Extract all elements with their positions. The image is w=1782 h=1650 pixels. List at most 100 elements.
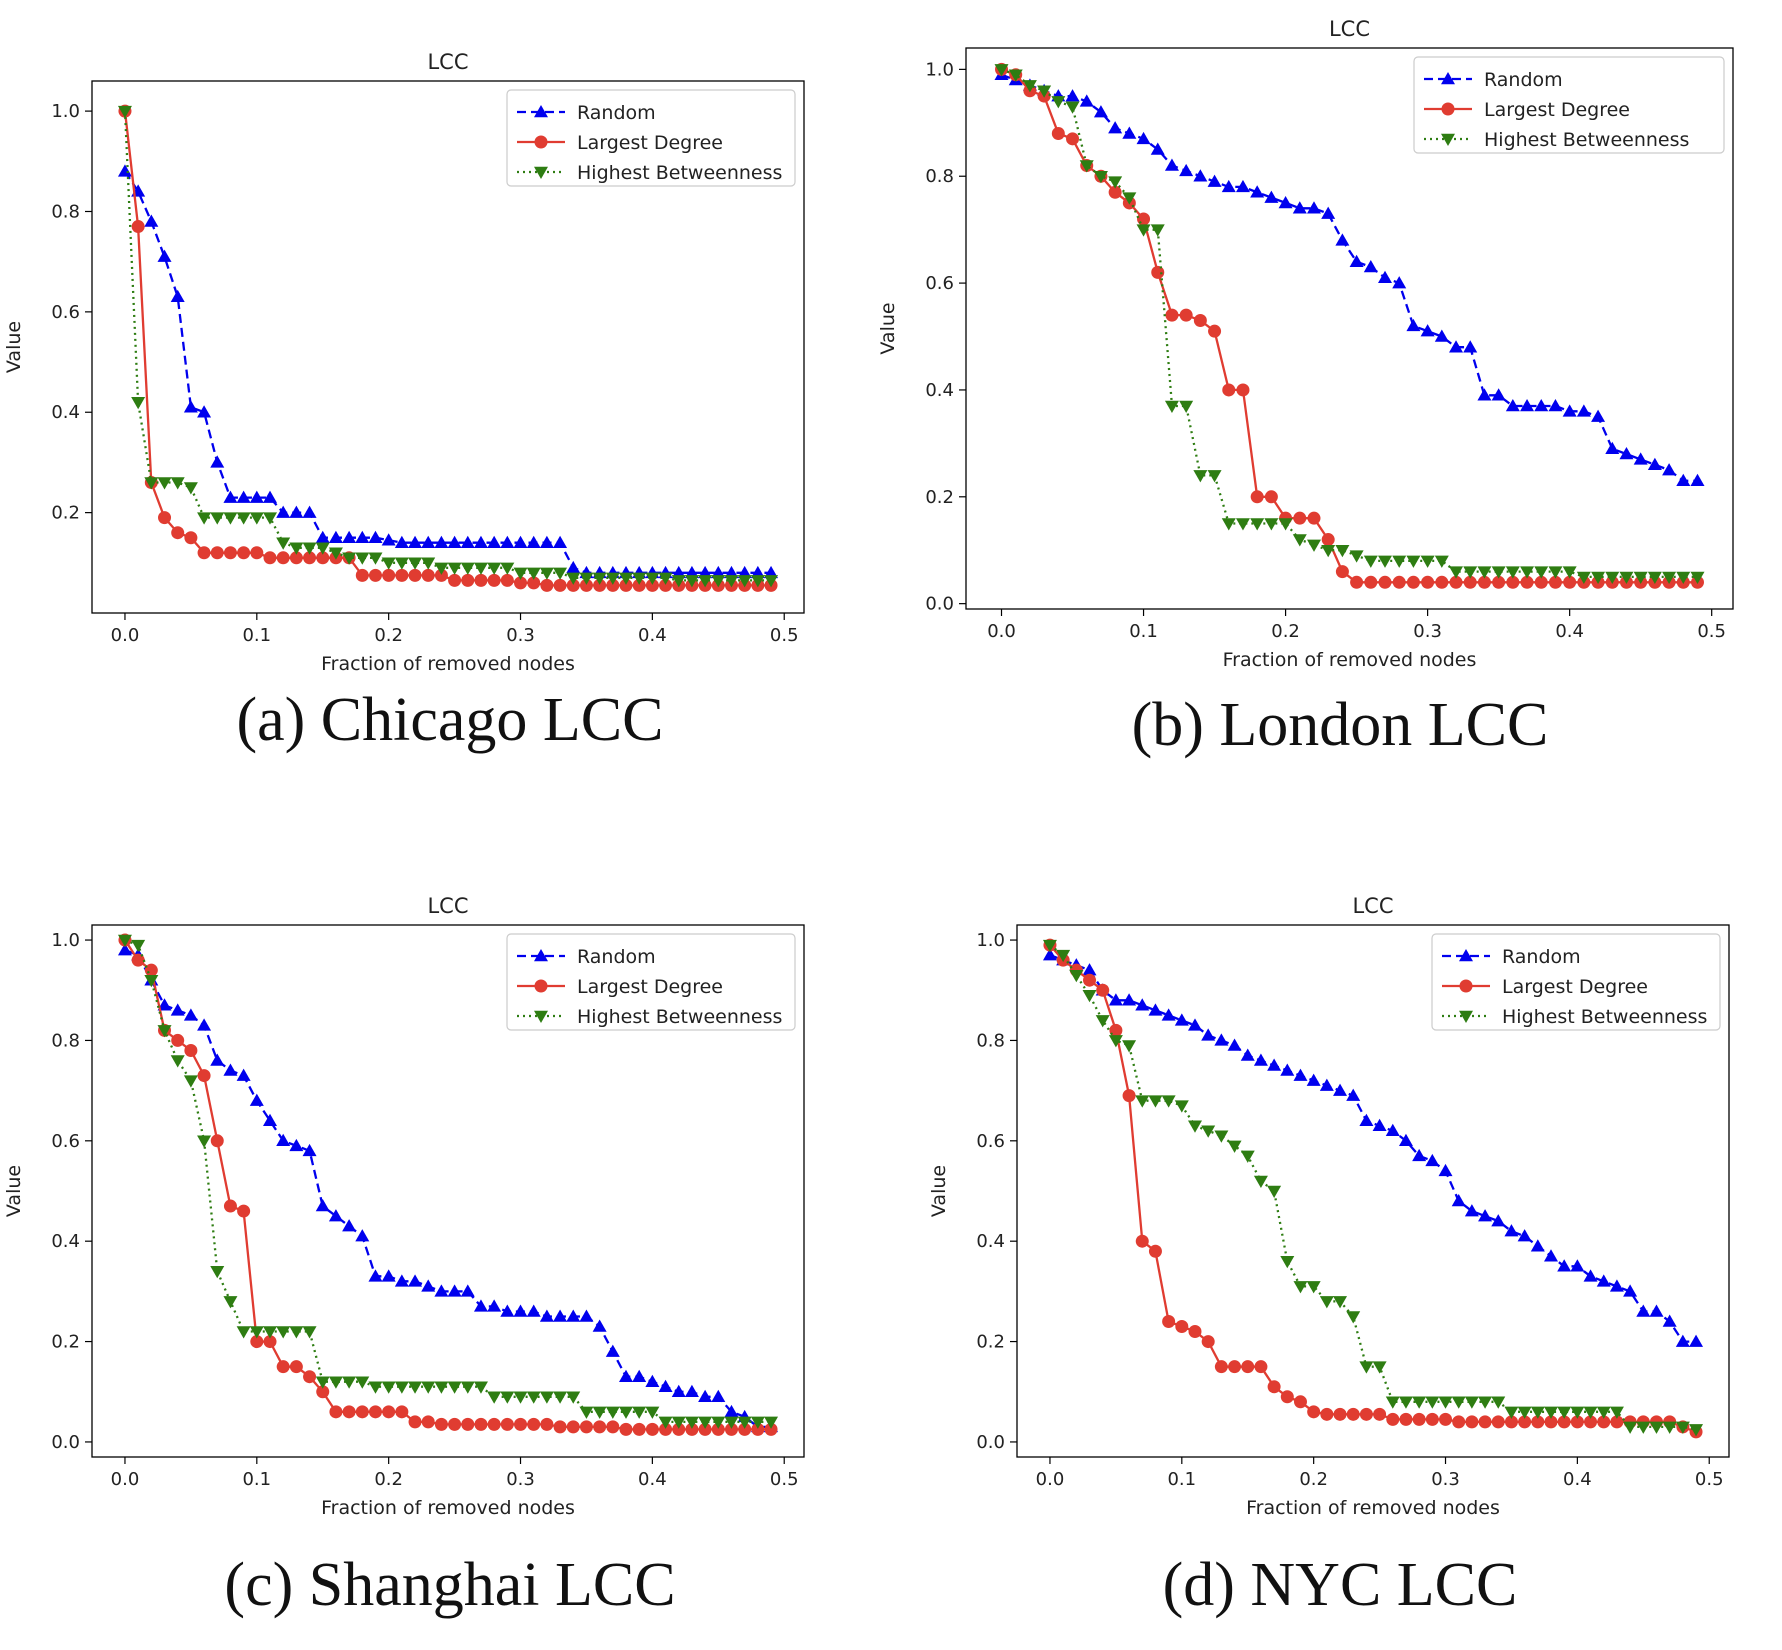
data-point	[395, 1405, 409, 1419]
data-point	[1136, 224, 1151, 237]
data-point	[513, 535, 528, 548]
data-point	[447, 1284, 462, 1297]
data-point	[1346, 1088, 1361, 1101]
data-point	[1306, 539, 1321, 552]
data-point	[1278, 518, 1293, 531]
x-tick-label: 0.2	[374, 625, 403, 646]
data-point	[1051, 126, 1065, 140]
x-tick-label: 0.0	[111, 1469, 140, 1490]
data-point	[671, 575, 686, 588]
data-point	[1434, 329, 1449, 342]
data-point	[1264, 518, 1279, 531]
data-point	[1349, 550, 1364, 563]
data-point	[1227, 1140, 1242, 1153]
data-point	[223, 1063, 238, 1076]
data-point	[1520, 575, 1534, 589]
y-tick-label: 0.4	[51, 1231, 80, 1252]
data-point	[1412, 1396, 1427, 1409]
data-point	[737, 1416, 752, 1429]
data-point	[1492, 575, 1506, 589]
data-point	[1207, 470, 1222, 483]
data-point	[197, 512, 212, 525]
data-point	[144, 477, 159, 490]
data-point	[605, 1344, 620, 1357]
data-point	[1385, 1396, 1400, 1409]
data-point	[487, 1417, 501, 1431]
data-point	[1042, 948, 1057, 961]
data-point	[289, 1138, 304, 1152]
data-point	[223, 1199, 237, 1213]
data-point	[1438, 1163, 1453, 1177]
series-1	[1043, 938, 1703, 1439]
data-point	[1122, 1040, 1137, 1053]
data-point	[250, 546, 264, 560]
data-point	[1557, 1415, 1571, 1429]
data-point	[171, 526, 185, 540]
data-point	[170, 1003, 185, 1016]
data-point	[448, 1417, 462, 1431]
data-point	[1478, 1415, 1492, 1429]
data-point	[1065, 101, 1080, 114]
data-point	[698, 1422, 712, 1436]
data-point	[671, 1384, 686, 1398]
data-point	[1306, 201, 1321, 214]
data-point	[1434, 555, 1449, 568]
x-tick-label: 0.1	[242, 1469, 271, 1490]
legend-marker	[1459, 1010, 1473, 1023]
data-point	[593, 578, 607, 592]
data-point	[1179, 163, 1194, 177]
data-point	[1022, 80, 1037, 93]
data-point	[328, 530, 343, 543]
y-tick-label: 0.8	[925, 166, 954, 187]
data-point	[500, 1391, 515, 1404]
data-point	[672, 1422, 686, 1436]
data-point	[1253, 1175, 1268, 1188]
data-point	[566, 1309, 581, 1322]
data-point	[1293, 1281, 1308, 1294]
y-axis-label: Value	[3, 1165, 25, 1217]
data-point	[1518, 1415, 1532, 1429]
data-point	[1235, 179, 1250, 193]
data-point	[1562, 404, 1577, 417]
data-point	[632, 1406, 647, 1419]
data-point	[1570, 1406, 1585, 1419]
data-point	[553, 1391, 568, 1404]
data-point	[1478, 1209, 1493, 1222]
data-point	[1188, 1018, 1202, 1031]
data-point	[1649, 1421, 1664, 1434]
data-point	[1662, 463, 1677, 476]
data-point	[1647, 457, 1662, 470]
data-point	[117, 934, 132, 948]
data-point	[1214, 1033, 1229, 1046]
x-tick-label: 0.3	[506, 625, 535, 646]
data-point	[619, 1422, 633, 1436]
data-point	[526, 1391, 541, 1404]
data-point	[303, 1370, 317, 1384]
data-point	[250, 1335, 264, 1349]
data-point	[579, 1406, 594, 1419]
data-point	[514, 1417, 528, 1431]
data-point	[328, 547, 343, 560]
y-tick-label: 0.6	[925, 273, 954, 294]
y-tick-label: 0.8	[51, 1030, 80, 1051]
data-point	[1464, 1204, 1479, 1217]
data-point	[994, 64, 1009, 77]
data-point	[355, 568, 369, 582]
y-tick-label: 0.6	[51, 302, 80, 323]
data-point	[170, 289, 185, 303]
data-point	[566, 1391, 581, 1404]
data-point	[1517, 1406, 1532, 1419]
data-point	[1136, 131, 1151, 145]
legend-marker	[534, 166, 548, 179]
data-point	[1662, 571, 1677, 584]
data-point	[1335, 544, 1350, 558]
data-point	[473, 562, 488, 575]
data-point	[1465, 1415, 1479, 1429]
data-point	[276, 1133, 291, 1147]
data-point	[1570, 1259, 1585, 1272]
data-point	[1179, 308, 1193, 322]
data-point	[1364, 575, 1378, 589]
x-tick-label: 0.2	[1271, 621, 1300, 642]
data-point	[394, 1274, 409, 1287]
data-point	[526, 567, 541, 580]
